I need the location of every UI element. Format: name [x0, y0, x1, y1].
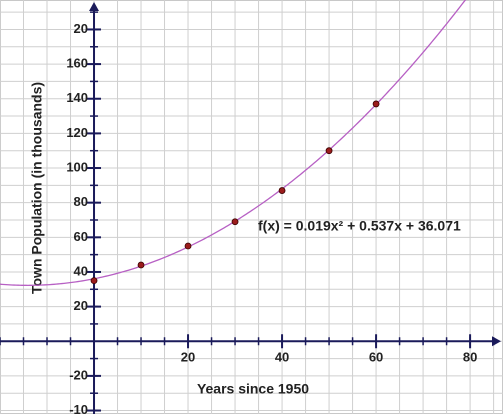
- data-point: [137, 261, 145, 269]
- data-point: [231, 218, 239, 226]
- x-tick-label: 20: [181, 350, 195, 365]
- x-tick-label: 60: [369, 350, 383, 365]
- fit-curve: [0, 0, 467, 286]
- y-tick-label: 140: [66, 90, 88, 105]
- y-tick-label: -20: [69, 367, 88, 382]
- y-tick-label: -10: [69, 402, 88, 414]
- y-axis-label: Town Population (in thousands): [29, 82, 45, 294]
- x-axis-label: Years since 1950: [197, 381, 309, 397]
- y-tick-label: 120: [66, 125, 88, 140]
- y-tick-label: 100: [66, 159, 88, 174]
- x-tick-label: 40: [275, 350, 289, 365]
- data-point: [184, 242, 192, 250]
- annotation: f(x) = 0.019x² + 0.537x + 36.071: [258, 218, 461, 234]
- y-tick-label: 80: [74, 194, 88, 209]
- y-tick-label: 40: [74, 263, 88, 278]
- data-point: [372, 100, 380, 108]
- x-tick-label: 80: [463, 350, 477, 365]
- y-tick-label: 160: [66, 56, 88, 71]
- data-point: [325, 147, 333, 155]
- y-tick-label: 20: [74, 298, 88, 313]
- data-point: [278, 187, 286, 194]
- y-tick-label: 20: [74, 21, 88, 36]
- data-point: [90, 277, 98, 285]
- y-tick-label: 60: [74, 229, 88, 244]
- y-axis-arrow: [89, 2, 100, 11]
